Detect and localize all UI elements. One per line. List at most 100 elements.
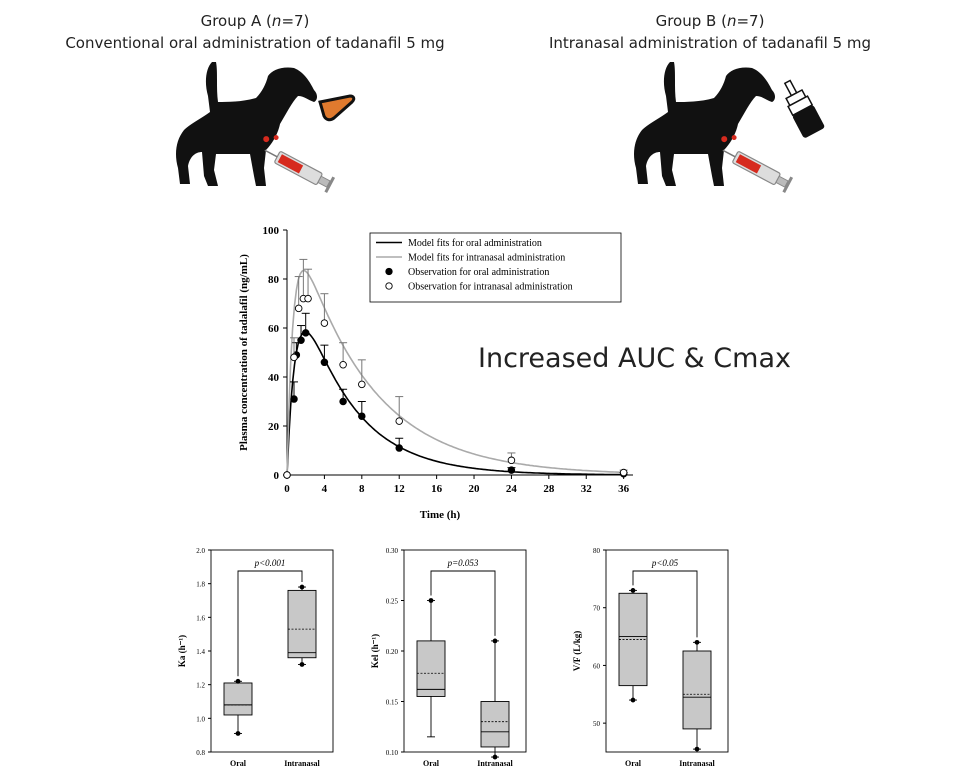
kel-boxplot: 0.10 0.15 0.20 0.25 0.30 Kel (h⁻¹) Oral Intrana…: [370, 547, 527, 768]
y-tick-label: 60: [593, 662, 601, 670]
y-tick-label: 2.0: [196, 547, 205, 555]
y-axis-label: Kel (h⁻¹): [370, 634, 380, 668]
outlier-point: [694, 746, 700, 752]
y-tick-label: 1.6: [196, 614, 205, 622]
x-tick-label: 28: [543, 483, 555, 495]
box: [480, 701, 510, 748]
data-point-intranasal: [304, 294, 312, 303]
data-point-intranasal: [358, 380, 366, 389]
group-b-illustration: [634, 62, 825, 193]
category-label: Oral: [423, 759, 440, 768]
outlier-point: [630, 697, 636, 703]
y-tick-label: 0.25: [386, 598, 399, 606]
y-tick-label: 1.4: [196, 648, 205, 656]
legend-entry: Model fits for intranasal administration: [408, 253, 565, 264]
data-point-oral: [395, 444, 403, 452]
model-fit-line-intranasal: [286, 269, 628, 476]
data-point-intranasal: [507, 456, 516, 465]
dog-silhouette-icon: [176, 62, 317, 186]
y-axis-label: V/F (L/kg): [572, 631, 582, 671]
y-tick-label: 70: [593, 605, 601, 613]
y-tick-label: 80: [268, 274, 280, 286]
box: [223, 682, 253, 716]
group-a-heading: Group A (n=7): [200, 12, 310, 30]
data-point-oral: [339, 397, 347, 406]
x-tick-label: 8: [359, 483, 365, 495]
y-tick-label: 60: [268, 323, 280, 335]
y-tick-label: 40: [268, 372, 280, 384]
y-tick-label: 20: [268, 421, 280, 433]
significance-bracket: [237, 570, 303, 677]
outlier-point: [492, 754, 498, 760]
x-tick-label: 16: [431, 483, 443, 495]
group-a-title: Group A (n=7) Conventional oral administ…: [40, 10, 470, 54]
syringe-icon: [721, 135, 794, 193]
ka-boxplot: 0.8 1.0 1.2 1.4 1.6 1.8 2.0 Ka (h⁻¹) Oral Intrana…: [177, 547, 334, 768]
vf-boxplot: 50 60 70 80 V/F (L/kg) Oral Intranasal p<0.05: [572, 547, 729, 768]
headline-label: Increased AUC & Cmax: [478, 343, 791, 374]
y-tick-label: 80: [593, 547, 601, 555]
legend-swatch-marker: [385, 267, 393, 276]
x-tick-label: 0: [284, 483, 290, 495]
group-a-illustration: [176, 62, 356, 193]
x-tick-label: 36: [618, 483, 630, 495]
data-point-intranasal: [283, 471, 291, 479]
x-tick-label: 12: [394, 483, 406, 495]
significance-bracket: [430, 570, 496, 636]
box: [287, 589, 317, 659]
data-point-oral: [320, 358, 329, 367]
group-a-description: Conventional oral administration of tada…: [65, 34, 445, 52]
y-tick-label: 1.8: [196, 581, 205, 589]
x-tick-label: 24: [506, 483, 518, 495]
data-point-intranasal: [290, 353, 298, 362]
x-tick-label: 4: [322, 483, 328, 495]
category-label: Oral: [230, 759, 247, 768]
group-b-heading: Group B (n=7): [655, 12, 765, 30]
plot-frame: [605, 549, 729, 753]
data-point-oral: [290, 395, 298, 403]
syringe-icon: [263, 135, 336, 193]
group-b-description: Intranasal administration of tadanafil 5…: [548, 34, 872, 52]
legend-entry: Observation for oral administration: [408, 267, 549, 278]
outlier-point: [428, 598, 434, 603]
outlier-point: [235, 731, 241, 736]
y-tick-label: 100: [263, 225, 280, 237]
p-value-annotation: p<0.001: [254, 558, 286, 568]
data-point-oral: [507, 466, 516, 474]
data-point-intranasal: [619, 468, 628, 477]
data-point-intranasal: [339, 360, 347, 369]
legend-box: [369, 232, 622, 303]
data-point-intranasal: [320, 319, 329, 327]
x-tick-label: 20: [469, 483, 481, 495]
data-point-oral: [297, 336, 305, 344]
legend-swatch-marker: [385, 282, 393, 290]
tablet-icon: [318, 94, 356, 122]
data-point-intranasal: [294, 304, 303, 313]
y-tick-label: 0.10: [386, 749, 399, 757]
outlier-point: [299, 662, 305, 667]
y-tick-label: 0.8: [196, 749, 205, 757]
category-label: Intranasal: [477, 759, 513, 768]
outlier-point: [630, 588, 636, 593]
category-label: Intranasal: [284, 759, 320, 768]
category-label: Oral: [625, 759, 642, 768]
y-tick-label: 0.30: [386, 547, 399, 555]
y-tick-label: 0.20: [386, 648, 399, 656]
data-point-oral: [358, 412, 366, 420]
category-label: Intranasal: [679, 759, 715, 768]
outlier-point: [299, 584, 305, 590]
y-tick-label: 50: [593, 720, 601, 728]
box: [416, 640, 446, 697]
model-fit-line-oral: [286, 330, 628, 476]
significance-bracket: [632, 570, 698, 638]
x-tick-label: 32: [581, 483, 593, 495]
legend-entry: Observation for intranasal administratio…: [408, 282, 573, 293]
outlier-point: [235, 678, 241, 684]
legend-entry: Model fits for oral administration: [408, 238, 542, 249]
y-tick-label: 0: [274, 470, 280, 482]
data-point-intranasal: [395, 417, 403, 425]
y-tick-label: 1.2: [196, 682, 205, 690]
outlier-point: [492, 638, 498, 644]
y-tick-label: 1.0: [196, 715, 205, 723]
outlier-point: [694, 639, 700, 645]
